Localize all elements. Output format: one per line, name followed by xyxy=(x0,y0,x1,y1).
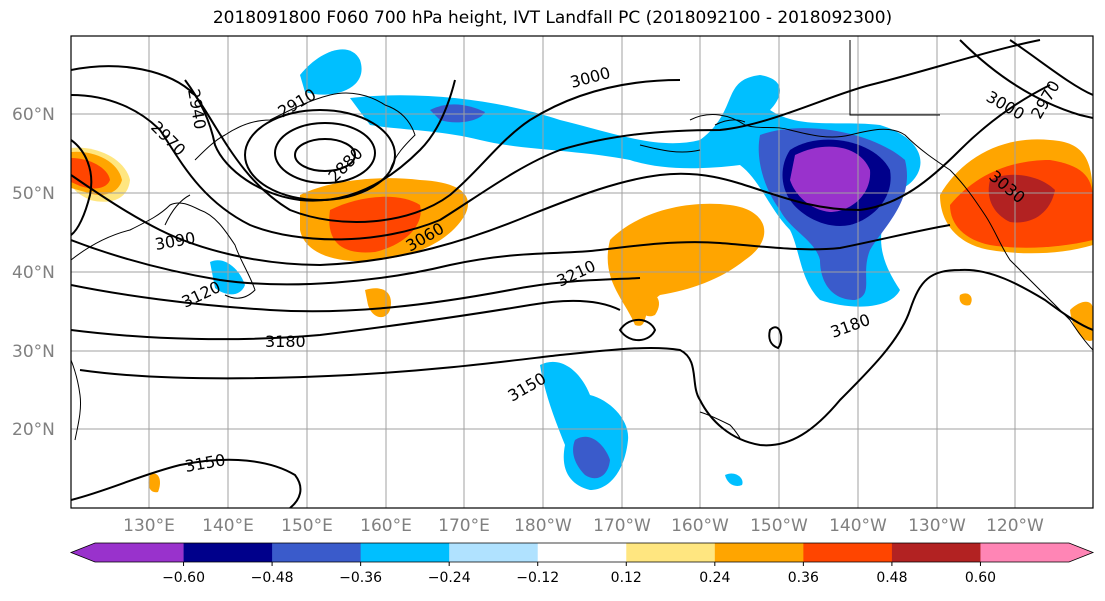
lon-label: 170°W xyxy=(593,516,651,536)
negative-shading xyxy=(210,49,921,490)
lon-label: 120°W xyxy=(986,516,1044,536)
colorbar-segment xyxy=(626,543,716,562)
colorbar: −0.60 −0.48 −0.36 −0.24 −0.12 0.12 0.24 0.36 0.4… xyxy=(69,542,1095,586)
colorbar-tick-label: −0.36 xyxy=(339,570,382,586)
colorbar-segment xyxy=(891,543,981,562)
colorbar-outline xyxy=(69,542,1095,563)
colorbar-segment xyxy=(71,543,184,562)
lat-label: 20°N xyxy=(12,420,55,440)
colorbar-tick-label: −0.24 xyxy=(428,570,471,586)
colorbar-tick-label: 0.60 xyxy=(965,570,996,586)
colorbar-segment xyxy=(980,543,1093,562)
colorbar-segment xyxy=(803,543,893,562)
lat-label: 50°N xyxy=(12,184,55,204)
lat-label: 60°N xyxy=(12,105,55,125)
map-title: 2018091800 F060 700 hPa height, IVT Land… xyxy=(212,8,893,28)
colorbar-segment xyxy=(537,543,627,562)
colorbar-segment xyxy=(449,543,539,562)
lat-label: 40°N xyxy=(12,263,55,283)
colorbar-segment xyxy=(714,543,804,562)
lon-label: 150°W xyxy=(750,516,808,536)
colorbar-tick-label: −0.48 xyxy=(251,570,294,586)
colorbar-tick-label: −0.12 xyxy=(516,570,559,586)
colorbar-tick-label: 0.36 xyxy=(788,570,819,586)
height-contours xyxy=(71,39,1093,508)
lon-label: 140°E xyxy=(202,516,254,536)
lon-label: 140°W xyxy=(829,516,887,536)
colorbar-tick-label: 0.12 xyxy=(611,570,642,586)
lon-label: 180°W xyxy=(514,516,572,536)
lon-label: 150°E xyxy=(281,516,333,536)
colorbar-tick-label: 0.48 xyxy=(876,570,907,586)
colorbar-tick-label: −0.60 xyxy=(162,570,205,586)
map-frame xyxy=(70,35,1094,509)
contour-label: 3180 xyxy=(265,332,306,351)
colorbar-segment xyxy=(272,543,362,562)
longitude-labels: 130°E 140°E 150°E 160°E 170°E 180°W 170°… xyxy=(123,516,1044,536)
colorbar-segment xyxy=(360,543,450,562)
colorbar-segment xyxy=(183,543,273,562)
lon-label: 160°W xyxy=(671,516,729,536)
lat-label: 30°N xyxy=(12,342,55,362)
lon-label: 130°E xyxy=(123,516,175,536)
lon-label: 130°W xyxy=(908,516,966,536)
map-layers: 2940 2970 2910 2880 3000 2970 3000 3030 … xyxy=(71,36,1093,508)
lon-label: 160°E xyxy=(360,516,412,536)
lon-label: 170°E xyxy=(438,516,490,536)
latitude-labels: 60°N 50°N 40°N 30°N 20°N xyxy=(12,105,55,440)
colorbar-tick-label: 0.24 xyxy=(699,570,730,586)
